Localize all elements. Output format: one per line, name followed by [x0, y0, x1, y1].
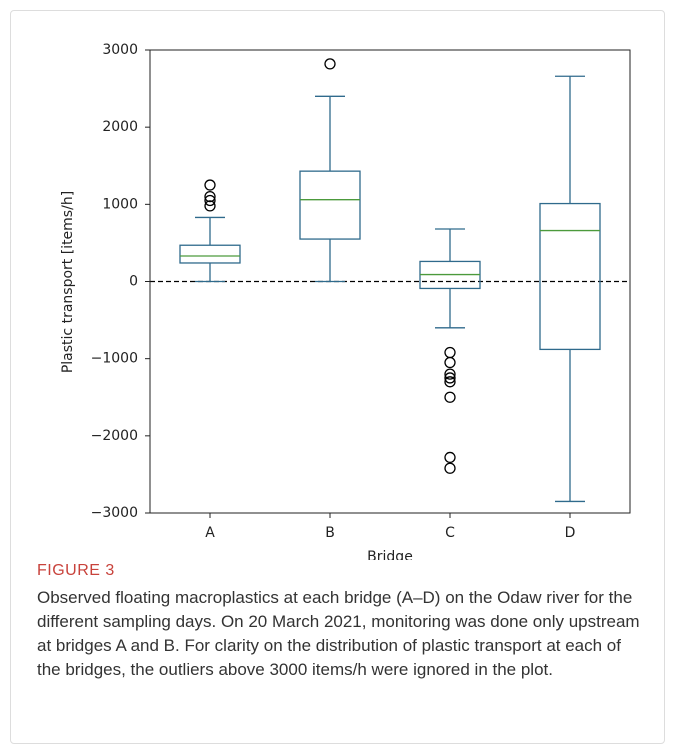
y-axis-label: Plastic transport [items/h]	[60, 191, 76, 373]
outlier	[204, 194, 216, 207]
x-tick-label: B	[325, 525, 335, 541]
outlier	[444, 372, 456, 384]
plot-frame	[149, 49, 631, 514]
x-tick-label: A	[205, 525, 215, 541]
chart: Plastic transport [items/h] Bridge −3000…	[60, 42, 631, 560]
outlier	[444, 356, 456, 369]
outlier	[444, 368, 456, 380]
figure-label: FIGURE 3	[37, 562, 115, 579]
x-tick-label: C	[445, 525, 455, 541]
y-tick-label: −1000	[91, 351, 138, 367]
y-tick-label: 1000	[102, 196, 138, 212]
x-axis-label: Bridge	[367, 549, 413, 560]
y-tick-label: 3000	[102, 42, 138, 58]
x-tick-label: D	[565, 525, 576, 541]
outlier	[444, 462, 456, 474]
box	[179, 244, 241, 264]
outlier	[444, 346, 456, 359]
box	[539, 202, 601, 351]
y-tick-label: 0	[129, 274, 138, 290]
outlier	[204, 179, 216, 191]
figure-caption: Observed floating macroplastics at each …	[37, 588, 640, 679]
outlier	[444, 376, 456, 388]
y-tick-label: −2000	[91, 428, 138, 444]
figure-card	[10, 10, 665, 744]
outlier	[444, 451, 456, 464]
outlier	[204, 190, 216, 203]
y-tick-label: 2000	[102, 119, 138, 135]
outlier	[204, 200, 216, 212]
box	[299, 170, 361, 240]
outlier	[444, 391, 456, 403]
y-tick-label: −3000	[91, 505, 138, 521]
outlier	[324, 58, 336, 70]
